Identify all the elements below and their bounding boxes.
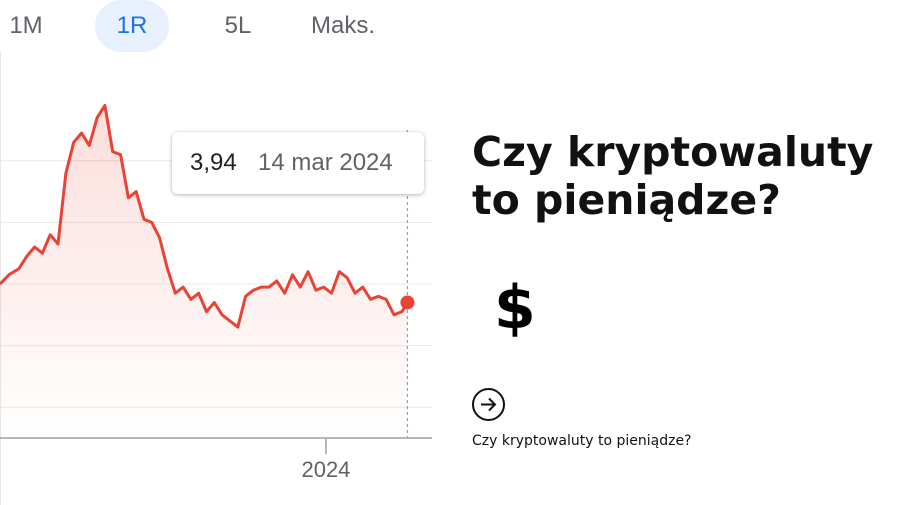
- tab-1m[interactable]: 1M: [9, 12, 43, 39]
- article-title: Czy kryptowaluty to pieniądze?: [472, 128, 874, 224]
- price-line: [0, 103, 409, 329]
- highlight-point: [400, 295, 415, 310]
- tab-5l[interactable]: 5L: [224, 12, 252, 39]
- price-chart[interactable]: 2024: [0, 0, 432, 505]
- price-area-fill: [0, 105, 408, 439]
- tab-1r[interactable]: 1R: [95, 0, 169, 52]
- x-tick-label: 2024: [301, 457, 350, 482]
- tooltip-value: 3,94: [190, 149, 237, 176]
- chart-left-border: [0, 52, 1, 505]
- arrow-right-circle-icon[interactable]: [472, 388, 505, 421]
- dollar-sign-icon: $: [494, 273, 536, 343]
- range-tabs: 1M 1R 5L Maks.: [0, 0, 430, 52]
- price-tooltip: 3,94 14 mar 2024: [172, 132, 424, 194]
- tooltip-date: 14 mar 2024: [258, 149, 393, 176]
- arrow-right-icon: [481, 397, 497, 412]
- article-link[interactable]: Czy kryptowaluty to pieniądze?: [472, 433, 692, 449]
- tab-max[interactable]: Maks.: [310, 12, 375, 39]
